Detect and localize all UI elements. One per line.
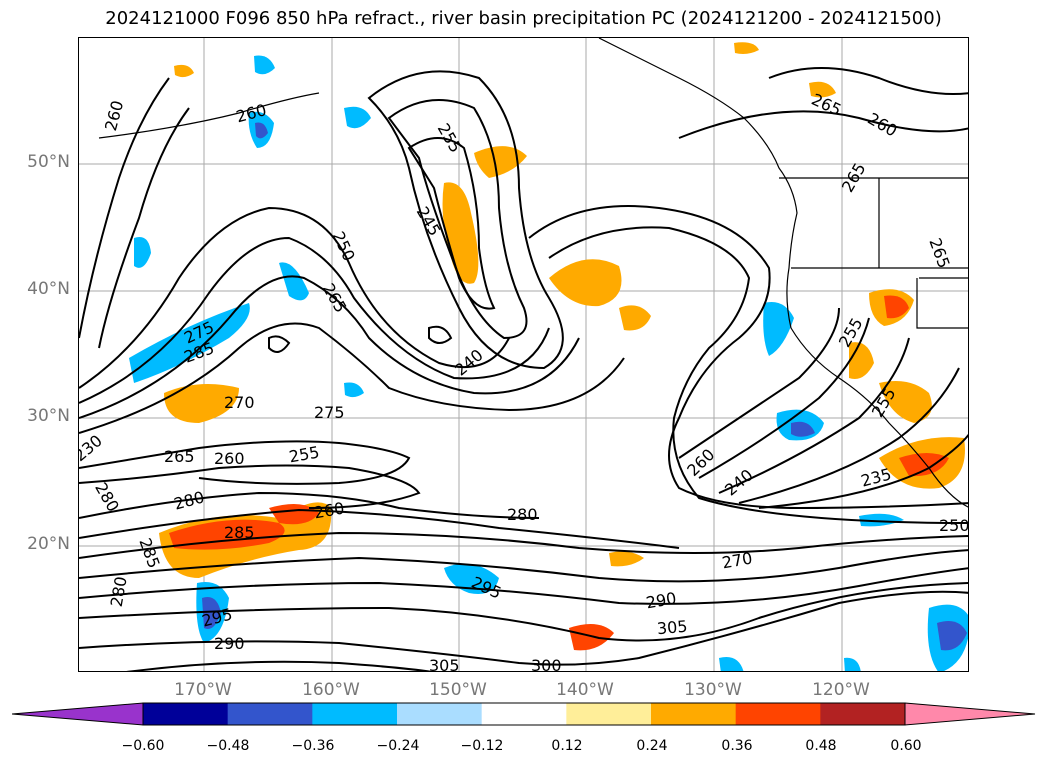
- contour-label: 270: [720, 548, 753, 572]
- contour-label: 265: [164, 447, 195, 466]
- contour-label: 295: [469, 573, 505, 603]
- colorbar-tick-label: −0.12: [460, 738, 504, 754]
- contour-label: 230: [79, 431, 106, 465]
- colorbar-segment: [735, 703, 821, 725]
- precip-blue-region: [344, 382, 364, 398]
- precip-red-region: [899, 453, 949, 477]
- precip-blue-region: [254, 55, 275, 75]
- colorbar-tick-label: 0.36: [721, 738, 753, 754]
- precip-blue-region: [344, 106, 371, 129]
- colorbar-segment: [566, 703, 652, 725]
- map-panel: 260 260 255 245 250 265 275 285 240 270 …: [78, 37, 969, 672]
- contour-label: 240: [721, 465, 757, 499]
- lon-label-130w: 130°W: [684, 680, 742, 700]
- colorbar: [12, 702, 1036, 726]
- contour-label: 290: [214, 634, 245, 653]
- precip-orange-region: [569, 624, 614, 651]
- coastlines: [98, 38, 968, 508]
- colorbar-tick-label: 0.24: [636, 738, 668, 754]
- colorbar-extension-max: [904, 702, 1036, 726]
- precip-darkblue-region: [791, 421, 815, 437]
- precip-blue-region: [129, 303, 250, 383]
- precip-negative-regions: [129, 55, 968, 671]
- lat-label-20n: 20°N: [27, 534, 70, 554]
- precip-orange-region: [549, 259, 622, 307]
- contour-label: 270: [224, 393, 255, 412]
- contour-label: 260: [312, 498, 345, 522]
- contour-label-group: 260 260 255 245 250 265 275 285 240 270 …: [79, 90, 969, 672]
- contour-label: 305: [429, 656, 460, 672]
- colorbar-tick-label: 0.48: [805, 738, 837, 754]
- contour-label: 305: [656, 617, 688, 639]
- precip-red-region: [269, 504, 319, 525]
- contour-label: 300: [531, 656, 562, 672]
- colorbar-tick-label: 0.60: [890, 738, 922, 754]
- colorbar-tick-label: −0.48: [206, 738, 250, 754]
- colorbar-tick-label: −0.60: [121, 738, 165, 754]
- colorbar-tick-label: 0.12: [551, 738, 583, 754]
- contour-label: 260: [683, 445, 718, 480]
- contour-label: 260: [865, 109, 901, 141]
- lon-label-170w: 170°W: [174, 680, 232, 700]
- lat-label-50n: 50°N: [27, 152, 70, 172]
- contour-label: 275: [314, 403, 345, 422]
- contour-label: 280: [172, 487, 206, 513]
- refractivity-contours: [79, 67, 968, 671]
- colorbar-segment: [143, 703, 229, 725]
- colorbar-tick-label: −0.24: [376, 738, 420, 754]
- map-canvas: 260 260 255 245 250 265 275 285 240 270 …: [79, 38, 969, 672]
- colorbar-segment: [820, 703, 906, 725]
- precip-orange-region: [174, 64, 194, 78]
- contour-label: 285: [135, 535, 163, 570]
- contour-label: 260: [101, 98, 127, 132]
- lon-label-160w: 160°W: [302, 680, 360, 700]
- colorbar-segment: [227, 703, 313, 725]
- precip-red-region: [884, 295, 909, 319]
- colorbar-segment: [481, 703, 567, 725]
- precip-blue-region: [844, 657, 861, 671]
- precip-orange-region: [164, 384, 239, 423]
- precip-orange-region: [734, 42, 759, 54]
- contour-label: 265: [809, 90, 845, 120]
- precip-darkblue-region: [937, 620, 967, 651]
- precip-darkblue-region: [255, 122, 268, 139]
- precip-blue-region: [763, 302, 794, 356]
- contour-label: 280: [107, 575, 131, 608]
- precip-darkblue-region: [202, 597, 221, 629]
- contour-label: 290: [644, 588, 677, 612]
- precip-blue-region: [719, 657, 744, 671]
- precip-orange-region: [809, 81, 836, 98]
- colorbar-tick-label: −0.36: [291, 738, 335, 754]
- contour-label: 285: [224, 523, 255, 542]
- contour-label: 240: [451, 345, 487, 379]
- lon-label-150w: 150°W: [429, 680, 487, 700]
- colorbar-segment: [397, 703, 483, 725]
- precip-orange-region: [619, 305, 651, 331]
- lon-label-140w: 140°W: [556, 680, 614, 700]
- colorbar-extension-min: [12, 702, 144, 726]
- colorbar-segment: [312, 703, 398, 725]
- precip-blue-region: [134, 237, 151, 268]
- map-title: 2024121000 F096 850 hPa refract., river …: [105, 8, 942, 29]
- contour-label: 280: [507, 505, 538, 524]
- lat-label-30n: 30°N: [27, 406, 70, 426]
- colorbar-segments: [12, 702, 1036, 726]
- contour-label: 265: [925, 235, 953, 270]
- precip-blue-region: [859, 513, 904, 527]
- colorbar-segment: [651, 703, 737, 725]
- precip-orange-region: [609, 551, 644, 567]
- precip-blue-region: [279, 262, 309, 301]
- precip-orange-region: [879, 380, 932, 423]
- contour-label: 250: [329, 228, 359, 264]
- precip-orange-region: [442, 182, 479, 284]
- precip-red-region: [169, 519, 285, 550]
- contour-label: 260: [214, 449, 245, 468]
- precip-orange-region: [474, 146, 527, 178]
- lat-label-40n: 40°N: [27, 279, 70, 299]
- lon-label-120w: 120°W: [812, 680, 870, 700]
- contour-label: 250: [939, 516, 969, 535]
- contour-label: 255: [287, 442, 320, 466]
- contour-label: 235: [859, 464, 893, 490]
